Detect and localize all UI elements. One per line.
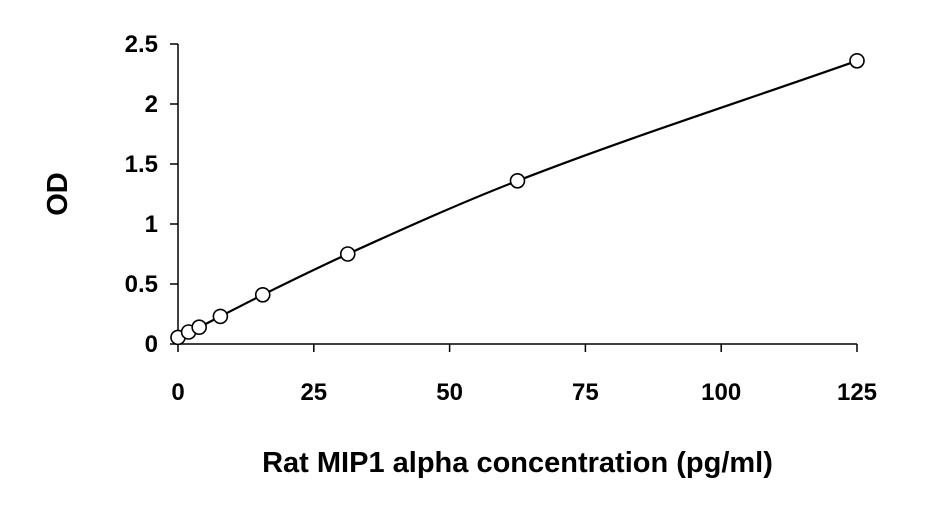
y-tick-label: 1.5 — [125, 151, 158, 178]
x-tick-label: 125 — [837, 379, 877, 406]
y-tick-label: 2 — [145, 91, 158, 118]
x-tick-label: 75 — [572, 379, 599, 406]
x-tick-label: 50 — [436, 379, 463, 406]
y-tick-label: 1 — [145, 211, 158, 238]
x-axis-ticks: 0 25 50 75 100 125 — [171, 344, 877, 406]
y-axis-ticks: 0 0.5 1 1.5 2 2.5 — [125, 31, 178, 358]
data-point — [339, 246, 356, 262]
x-tick-label: 100 — [701, 379, 741, 406]
y-tick-label: 0 — [145, 331, 158, 358]
y-tick-label: 2.5 — [125, 31, 158, 58]
data-point — [254, 286, 271, 303]
data-point — [212, 308, 229, 325]
x-tick-label: 0 — [171, 379, 184, 406]
y-tick-label: 0.5 — [125, 271, 158, 298]
fit-curve — [177, 59, 858, 339]
x-axis-title: Rat MIP1 alpha concentration (pg/ml) — [262, 447, 773, 479]
data-point — [849, 52, 865, 69]
data-points — [170, 52, 865, 346]
data-point — [509, 173, 526, 189]
x-tick-label: 25 — [300, 379, 327, 406]
data-point — [191, 319, 207, 336]
y-axis-title: OD — [42, 172, 74, 216]
plot-area: 0 0.5 1 1.5 2 2.5 0 25 50 75 100 125 — [125, 31, 877, 406]
